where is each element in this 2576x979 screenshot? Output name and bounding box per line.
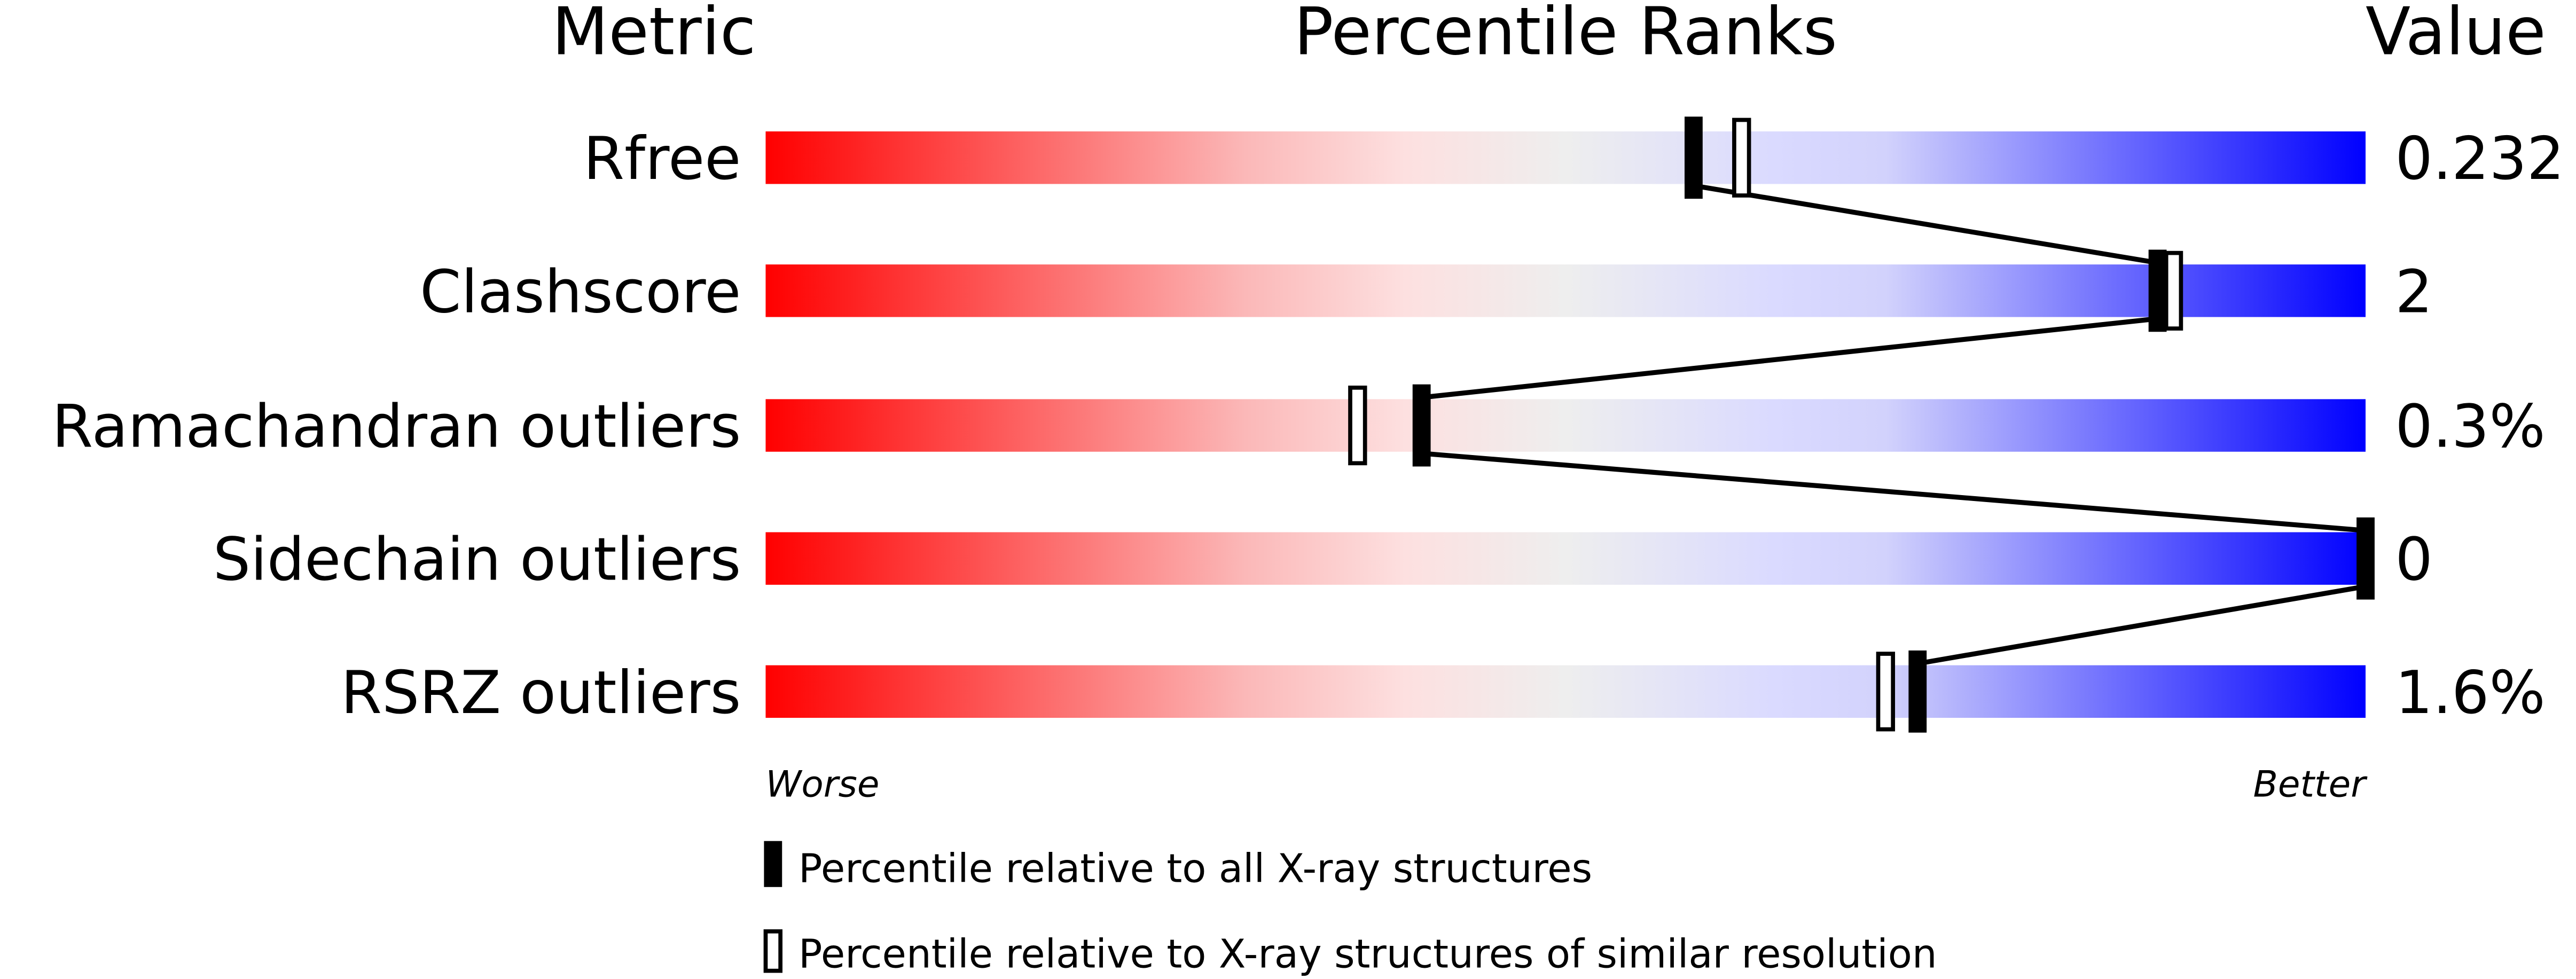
header-metric: Metric xyxy=(552,0,756,70)
all-structures-marker xyxy=(1684,116,1703,199)
metric-label: RSRZ outliers xyxy=(341,659,741,727)
similar-resolution-marker xyxy=(1876,652,1896,732)
percentile-bar xyxy=(765,399,2366,452)
metric-value: 0.232 xyxy=(2395,124,2564,193)
metric-value: 0 xyxy=(2395,526,2432,594)
all-structures-marker xyxy=(2356,517,2375,600)
header-percentile-ranks: Percentile Ranks xyxy=(1294,0,1837,70)
similar-resolution-marker xyxy=(2164,250,2183,331)
all-structures-marker xyxy=(1908,650,1927,733)
connector-line xyxy=(1917,584,2366,667)
metric-value: 1.6% xyxy=(2395,659,2545,727)
metric-value: 0.3% xyxy=(2395,393,2545,461)
metric-label: Clashscore xyxy=(420,257,741,326)
connector-line xyxy=(1421,451,2366,533)
percentile-bar xyxy=(765,131,2366,184)
connector-line xyxy=(1421,316,2158,400)
similar-resolution-marker xyxy=(1348,385,1367,466)
all-structures-marker xyxy=(2148,249,2167,332)
percentile-bar xyxy=(765,665,2366,718)
metric-label: Rfree xyxy=(583,124,741,193)
legend-similar-label: Percentile relative to X-ray structures … xyxy=(798,931,1937,977)
all-structures-marker xyxy=(1412,384,1431,467)
legend-all-marker xyxy=(764,841,782,887)
connector-line xyxy=(1693,183,2158,265)
metric-label: Sidechain outliers xyxy=(213,526,741,594)
percentile-bar xyxy=(765,532,2366,585)
header-value: Value xyxy=(2366,0,2546,70)
metric-value: 2 xyxy=(2395,257,2432,326)
worse-label: Worse xyxy=(765,763,879,805)
legend-similar-marker xyxy=(763,929,783,973)
legend-all-label: Percentile relative to all X-ray structu… xyxy=(798,846,1592,892)
similar-resolution-marker xyxy=(1732,118,1751,198)
percentile-bar xyxy=(765,264,2366,317)
metric-label: Ramachandran outliers xyxy=(52,393,741,461)
better-label: Better xyxy=(2253,763,2368,805)
